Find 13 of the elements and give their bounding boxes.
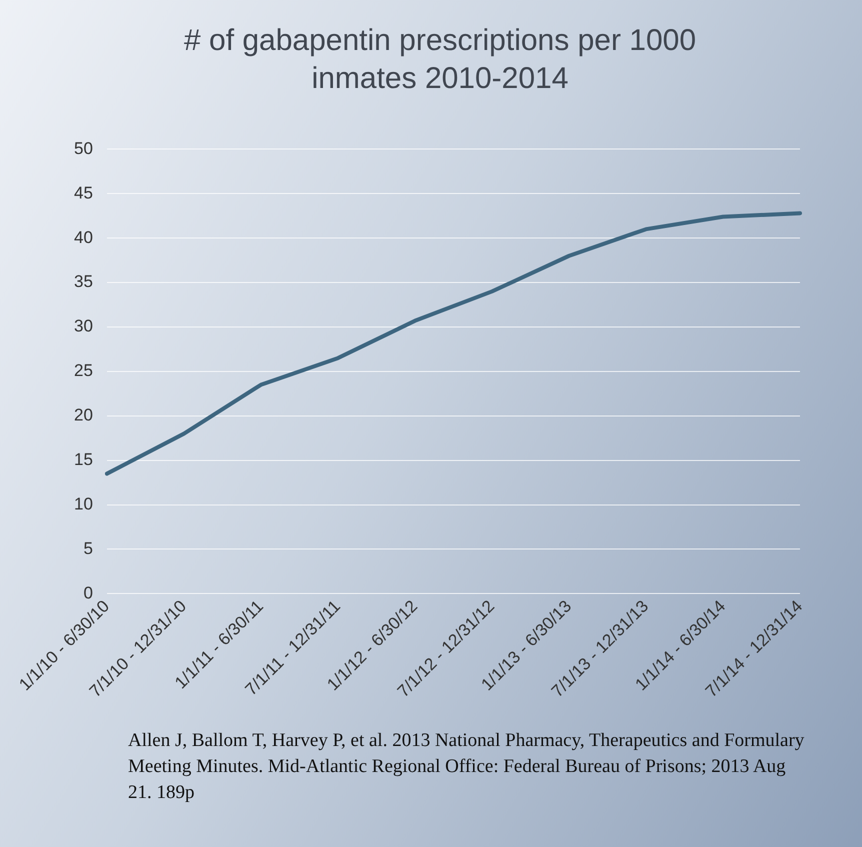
y-tick-label: 20 [74,406,93,425]
y-tick-label: 35 [74,272,93,292]
y-tick-label: 10 [74,494,93,514]
y-tick-label: 45 [74,183,93,202]
y-tick-label: 0 [83,583,93,602]
y-tick-label: 5 [83,538,93,558]
y-tick-label: 25 [74,361,93,380]
chart-title: # of gabapentin prescriptions per 1000 inmates 2010-2014 [182,23,698,97]
y-tick-label: 15 [74,450,93,470]
y-tick-label: 50 [74,138,93,158]
y-tick-label: 30 [74,316,93,336]
y-tick-label: 40 [74,228,93,247]
text: Allen J, Ballom T, Harvey P, et al. 2013 National Pharmacy, Therapeutics and Formulary Meeting Minutes. Mid-Atlantic Regional Office: Federal Bureau of Prisons; 2013 Aug 21. 189p [128,729,806,805]
